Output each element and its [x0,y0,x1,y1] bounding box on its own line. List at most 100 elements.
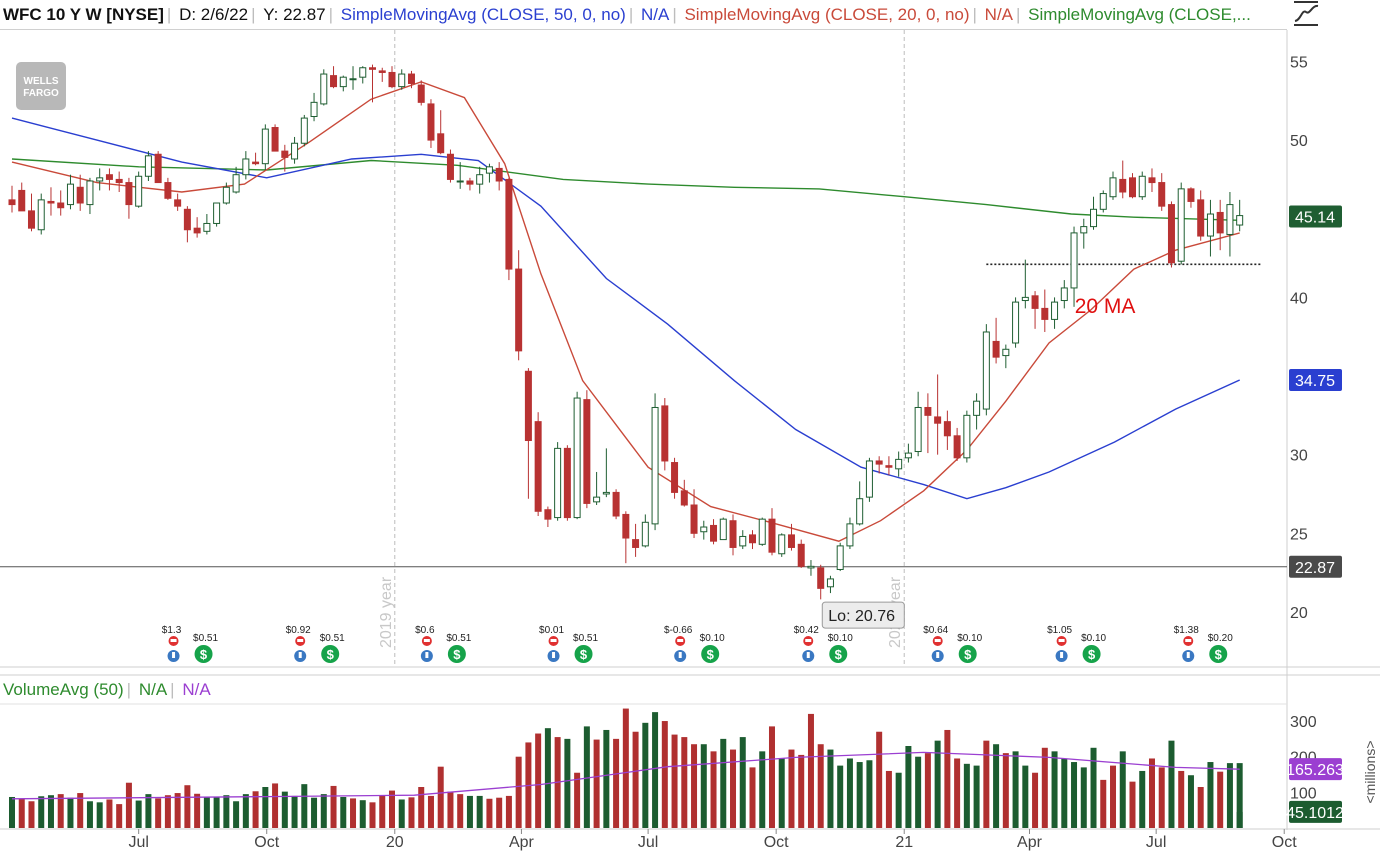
volume-bar [856,762,863,828]
volume-bar [437,766,444,828]
candle-body [817,567,825,589]
candle-up [339,75,347,92]
header-separator: | [170,680,175,699]
sma50-study-label[interactable]: SimpleMovingAvg (CLOSE, 50, 0, no) [340,5,626,24]
candle-down [768,508,776,556]
volume-bar [768,726,775,828]
volume-bar [1080,767,1087,828]
volume-bar [515,756,522,828]
volume-bar [934,740,941,828]
volume-bar [788,749,795,828]
volume-bar [973,765,980,828]
moving-average-line [11,158,1240,221]
volume-bar [67,797,74,828]
candle-down [57,190,65,216]
candle-body [349,78,357,81]
volume-unit-label: <millions> [1362,740,1378,803]
candle-body [105,174,113,180]
volume-bar [846,758,853,828]
earnings-bulb-icon-detail [425,652,429,658]
volume-study-header: VolumeAvg (50) | N/A | N/A [0,676,214,704]
sma20-study-label[interactable]: SimpleMovingAvg (CLOSE, 20, 0, no) [684,5,970,24]
volume-bar [398,799,405,828]
candle-body [1012,301,1020,344]
earnings-event: $1.05 $0.10 $ [1047,625,1107,663]
candle-body [144,155,152,177]
candle-body [1002,348,1010,357]
candle-body [18,189,26,212]
eps-label: $0.92 [286,625,311,636]
candle-down [710,519,718,545]
earnings-event: $0.64 $0.10 $ [923,625,983,663]
earnings-bulb-icon-detail [298,652,302,658]
candle-body [96,177,104,182]
candle-down [632,523,640,557]
volume-bar [213,796,220,828]
candle-up [300,114,308,147]
volume-bar [18,798,25,828]
candle-down [505,177,513,281]
price-tag: 34.75 [1295,373,1335,390]
volume-bar [1178,770,1185,828]
volume-bar [505,795,512,828]
volume-bar [535,733,542,828]
sma200-study-label[interactable]: SimpleMovingAvg (CLOSE,... [1028,5,1251,24]
volume-bar [1187,775,1194,828]
candle-up [1090,196,1098,230]
earnings-bulb-icon-detail [172,652,176,658]
candle-up [554,442,562,521]
volume-bar [1110,765,1117,828]
candle-body [573,397,581,519]
candle-body [846,523,854,547]
volume-bar [1236,811,1243,828]
line-style-icon[interactable] [1290,0,1326,29]
candle-down [943,410,951,450]
candle-up [1051,297,1059,329]
candle-body [632,539,640,548]
candle-body [749,534,757,544]
candle-down [992,317,1000,364]
volume-bar [700,744,707,828]
volume-study-label[interactable]: VolumeAvg (50) [3,680,124,699]
header-separator: | [972,5,977,24]
candle-body [1021,296,1029,302]
candle-body [904,452,912,459]
candle-down [563,445,571,521]
candle-down [612,489,620,520]
volume-bar [1090,747,1097,828]
volume-study-value-2: N/A [182,680,211,699]
candle-down [125,177,133,219]
volume-bar [350,798,357,828]
symbol-label[interactable]: WFC 10 Y W [NYSE] [3,5,164,24]
candle-down [1216,199,1224,251]
price-tick-label: 25 [1290,526,1308,543]
candle-body [895,458,903,470]
candle-down [446,149,454,183]
candle-up [593,471,601,505]
day-value: D: 2/6/22 [179,5,249,24]
phone-icon-detail [805,639,812,642]
candle-body [710,524,718,542]
candle-body [515,268,523,352]
candle-body [1138,175,1146,198]
dividend-icon [447,645,466,663]
candle-body [242,158,250,176]
candle-body [1158,182,1166,207]
phone-icon-detail [677,639,684,642]
dividend-label: $0.51 [320,633,345,644]
candle-up [758,517,766,546]
volume-bar [408,797,415,828]
volume-tag: 165.263 [1286,762,1344,779]
candle-body [466,180,474,185]
candle-up [203,214,211,235]
candle-body [1148,177,1156,184]
volume-bar [1041,747,1048,828]
candle-up [856,481,864,526]
dividend-icon [958,645,977,663]
candle-up [1021,259,1029,309]
candle-down [671,457,679,499]
volume-bar [155,798,162,828]
candle-down [934,374,942,455]
candle-up [485,163,493,183]
